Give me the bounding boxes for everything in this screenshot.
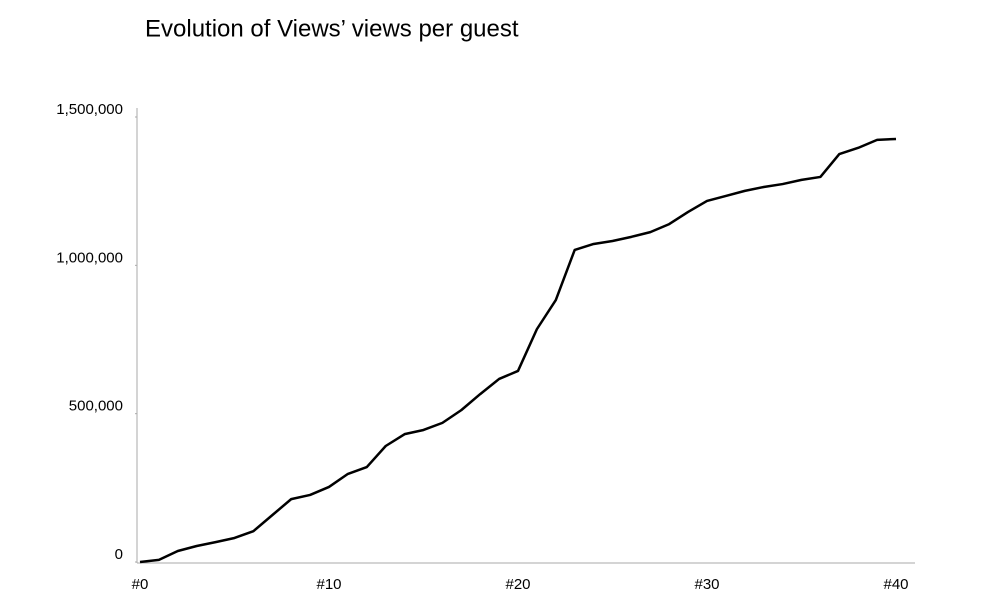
chart-title: Evolution of Views’ views per guest xyxy=(145,15,519,42)
data-line xyxy=(139,137,897,564)
y-tick-label: 500,000 xyxy=(69,398,123,415)
x-tick-label: #10 xyxy=(316,576,341,593)
x-tick-label: #30 xyxy=(694,576,719,593)
y-tick-label: 1,500,000 xyxy=(56,101,123,118)
y-tick-label: 0 xyxy=(115,546,123,563)
y-tick-label: 1,000,000 xyxy=(56,249,123,266)
x-tick-label: #20 xyxy=(505,576,530,593)
x-tick-label: #0 xyxy=(132,576,149,593)
x-tick-label: #40 xyxy=(883,576,908,593)
